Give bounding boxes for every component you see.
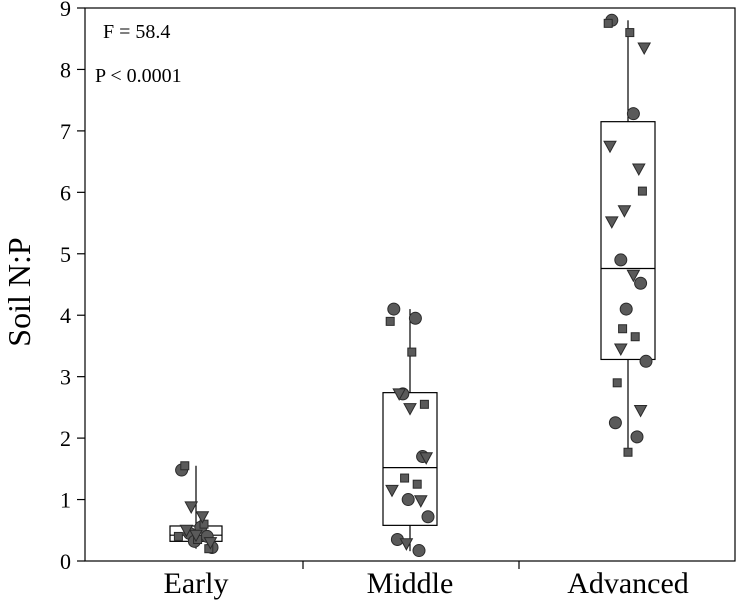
data-point-circle: [387, 302, 401, 316]
x-axis: Early Middle Advanced: [164, 561, 689, 600]
y-axis-title: Soil N:P: [1, 237, 37, 346]
data-point-square: [612, 378, 622, 388]
data-point-circle: [412, 544, 426, 558]
data-point-circle: [608, 416, 622, 430]
y-tick-label: 9: [60, 0, 71, 21]
y-tick-label: 3: [60, 365, 71, 390]
y-tick-label: 2: [60, 426, 71, 451]
data-point-circle: [630, 430, 644, 444]
y-tick-label: 5: [60, 242, 71, 267]
data-point-triangle: [195, 511, 210, 524]
data-point-square: [625, 28, 635, 38]
data-point-triangle: [403, 403, 417, 416]
data-point-square: [623, 447, 633, 457]
data-point-square: [180, 461, 190, 471]
y-tick-label: 6: [60, 180, 71, 205]
annotation-p-value: P < 0.0001: [95, 65, 182, 87]
data-point-square: [603, 18, 613, 28]
data-point-triangle: [203, 537, 218, 550]
annotation-f-value: F = 58.4: [103, 21, 170, 43]
data-point-square: [173, 531, 183, 541]
data-point-triangle: [413, 495, 428, 508]
data-point-circle: [421, 510, 435, 524]
y-tick-label: 1: [60, 488, 71, 513]
box-iqr: [600, 121, 656, 361]
data-point-triangle: [392, 388, 407, 401]
data-point-triangle: [626, 269, 641, 283]
data-point-triangle: [637, 42, 652, 55]
data-point-triangle: [179, 524, 194, 538]
x-tick-label: Middle: [367, 567, 454, 600]
data-point-triangle: [613, 343, 628, 357]
data-point-triangle: [419, 452, 434, 465]
data-point-triangle: [399, 538, 414, 551]
data-point-triangle: [385, 484, 399, 498]
data-point-square: [630, 332, 640, 342]
boxes-layer: [169, 20, 656, 552]
box-iqr: [382, 392, 438, 526]
data-point-triangle: [603, 140, 617, 154]
data-point-square: [419, 399, 429, 409]
data-point-triangle: [617, 205, 632, 218]
data-point-circle: [626, 107, 640, 121]
data-point-circle: [408, 311, 422, 325]
y-tick-label: 4: [60, 303, 71, 328]
data-point-square: [385, 316, 395, 326]
data-point-circle: [614, 253, 628, 267]
data-point-circle: [619, 302, 633, 316]
x-tick-label: Advanced: [567, 567, 689, 600]
y-axis: 0 1 2 3 4 5 6 7 8 9: [60, 0, 85, 574]
data-point-triangle: [189, 529, 203, 543]
points-layer: [173, 13, 653, 558]
x-tick-label: Early: [164, 567, 229, 600]
data-point-triangle: [184, 501, 199, 514]
y-tick-label: 8: [60, 57, 71, 82]
data-point-triangle: [633, 404, 648, 418]
data-point-triangle: [631, 163, 646, 177]
data-point-circle: [401, 493, 415, 507]
data-point-square: [412, 479, 422, 489]
y-tick-label: 7: [60, 119, 71, 144]
data-point-square: [400, 473, 410, 483]
plot-frame: [84, 7, 736, 562]
data-point-square: [618, 324, 628, 334]
y-tick-label: 0: [60, 549, 71, 574]
data-point-triangle: [604, 216, 619, 229]
data-point-square: [637, 186, 647, 196]
data-point-circle: [639, 354, 653, 368]
data-point-square: [407, 347, 417, 357]
data-point-circle: [634, 276, 648, 290]
